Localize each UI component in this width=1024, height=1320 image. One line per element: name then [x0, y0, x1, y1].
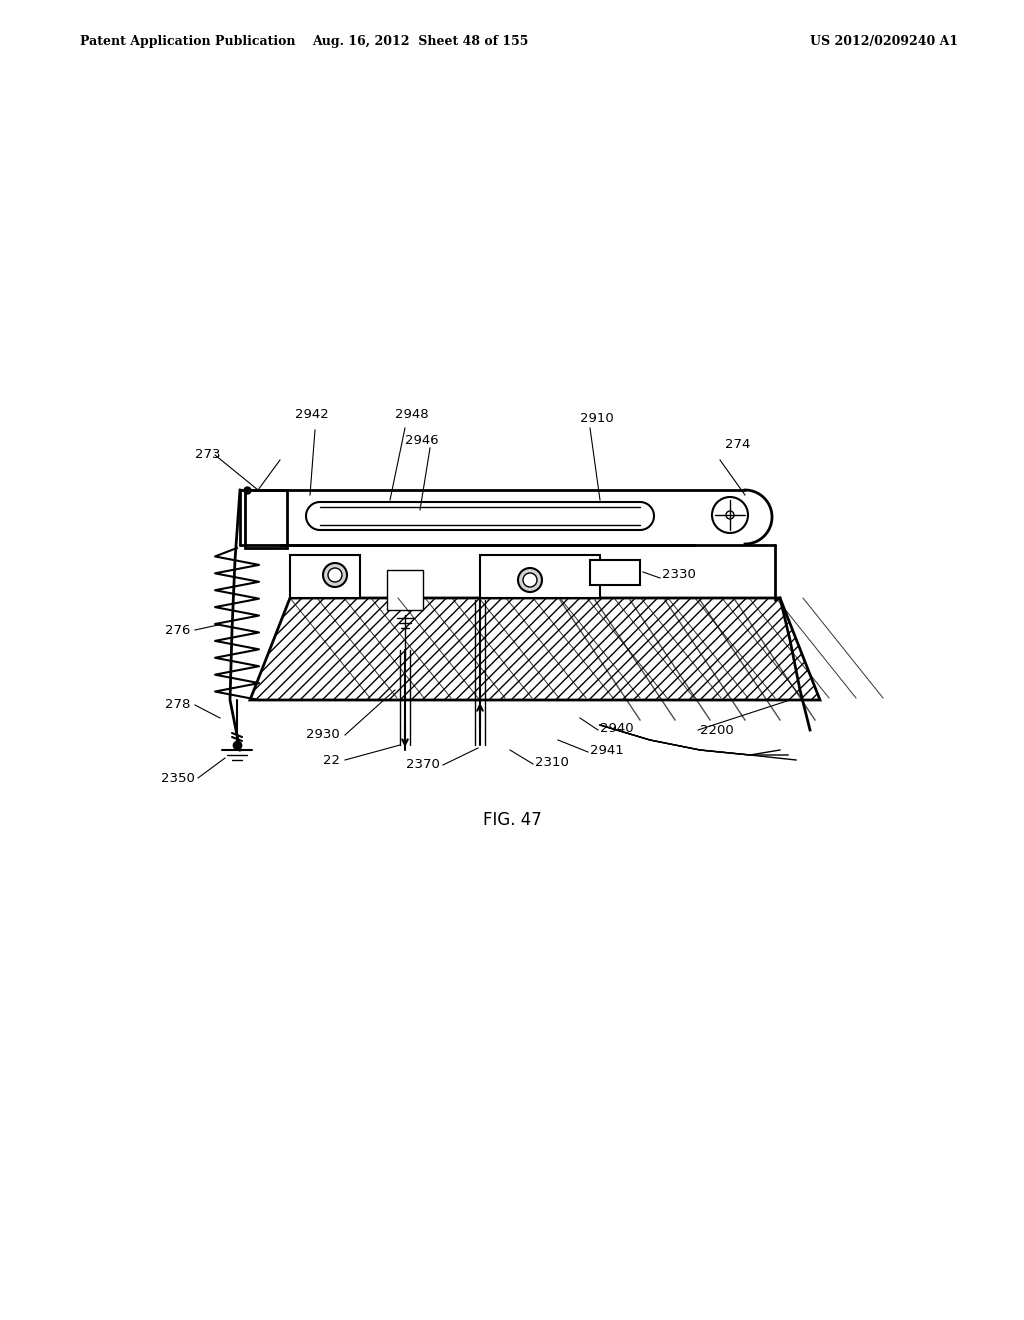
Text: 2948: 2948	[395, 408, 429, 421]
Polygon shape	[250, 598, 820, 700]
Text: 22: 22	[323, 754, 340, 767]
Text: 2941: 2941	[590, 743, 624, 756]
Circle shape	[518, 568, 542, 591]
Circle shape	[323, 564, 347, 587]
Circle shape	[328, 568, 342, 582]
Bar	[480, 554, 600, 598]
Text: US 2012/0209240 A1: US 2012/0209240 A1	[810, 36, 958, 48]
Bar	[245, 490, 287, 548]
Text: 276: 276	[165, 623, 190, 636]
Text: 2200: 2200	[700, 723, 734, 737]
Text: 2910: 2910	[580, 412, 613, 425]
Text: 2310: 2310	[535, 755, 569, 768]
Text: 278: 278	[165, 698, 190, 711]
Text: 2350: 2350	[161, 771, 195, 784]
Bar	[387, 570, 423, 610]
Text: 2930: 2930	[306, 729, 340, 742]
Text: 2370: 2370	[407, 759, 440, 771]
Text: 2946: 2946	[406, 433, 438, 446]
Text: Aug. 16, 2012  Sheet 48 of 155: Aug. 16, 2012 Sheet 48 of 155	[312, 36, 528, 48]
Bar	[290, 554, 360, 598]
Circle shape	[523, 573, 537, 587]
Text: 2942: 2942	[295, 408, 329, 421]
Text: Patent Application Publication: Patent Application Publication	[80, 36, 296, 48]
Text: FIG. 47: FIG. 47	[482, 810, 542, 829]
Text: 2940: 2940	[600, 722, 634, 734]
Text: 274: 274	[725, 438, 751, 451]
Text: 273: 273	[195, 449, 220, 462]
Bar	[590, 560, 640, 585]
Text: 2330: 2330	[662, 569, 696, 582]
